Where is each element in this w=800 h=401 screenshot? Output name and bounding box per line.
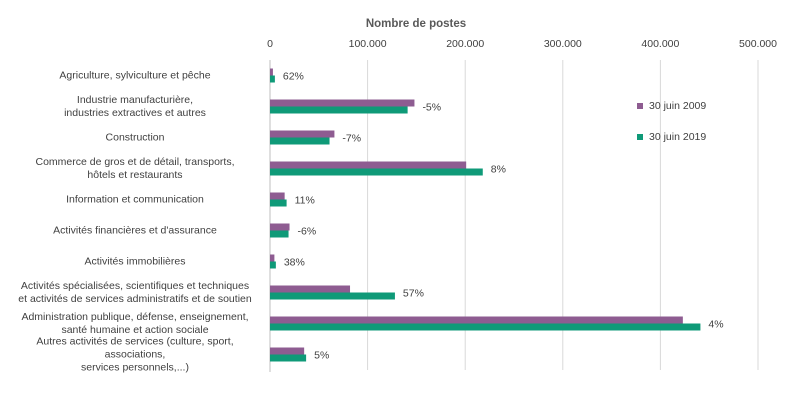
bar-2009 bbox=[270, 223, 290, 231]
bar-2009 bbox=[270, 99, 415, 107]
bar-2009 bbox=[270, 285, 351, 293]
legend-label-2009: 30 juin 2009 bbox=[649, 100, 707, 112]
data-labels: 62% -5% -7% 8% 11% -6% 38% 57% 4% 5% bbox=[283, 71, 724, 362]
bar-2019 bbox=[270, 75, 275, 83]
bar-2009 bbox=[270, 316, 683, 324]
category-label: Commerce de gros et de détail, transport… bbox=[35, 155, 235, 181]
bar-2009 bbox=[270, 161, 467, 169]
bar-2019 bbox=[270, 354, 307, 362]
bar-2009 bbox=[270, 254, 275, 262]
data-label: -6% bbox=[298, 226, 317, 238]
bar-2019 bbox=[270, 106, 408, 114]
legend-swatch-2009 bbox=[637, 103, 643, 110]
data-label: 4% bbox=[708, 319, 723, 331]
data-label: 38% bbox=[284, 257, 305, 269]
bar-2019 bbox=[270, 168, 483, 176]
bar-2009 bbox=[270, 347, 305, 355]
category-label: Industrie manufacturière, industries ext… bbox=[64, 93, 206, 119]
category-label: Information et communication bbox=[66, 193, 204, 205]
data-label: -7% bbox=[342, 133, 361, 145]
data-label: -5% bbox=[422, 102, 441, 114]
category-label: Construction bbox=[105, 131, 165, 143]
category-label: Autres activités de services (culture, s… bbox=[36, 335, 234, 373]
bar-2019 bbox=[270, 230, 289, 238]
bar-2019 bbox=[270, 199, 287, 207]
legend-label-2019: 30 juin 2019 bbox=[649, 131, 707, 143]
chart-title: Nombre de postes bbox=[366, 18, 466, 30]
bar-2009 bbox=[270, 192, 285, 200]
bar-2019 bbox=[270, 137, 330, 145]
category-label: Activités immobilières bbox=[84, 255, 186, 267]
category-label: Activités financières et d'assurance bbox=[53, 224, 217, 236]
x-axis-ticks: 0 100.000 200.000 300.000 400.000 500.000 bbox=[267, 38, 777, 50]
data-label: 5% bbox=[314, 350, 329, 362]
x-tick-label: 300.000 bbox=[544, 38, 582, 50]
data-label: 62% bbox=[283, 71, 304, 83]
bar-2009 bbox=[270, 130, 335, 138]
x-tick-label: 100.000 bbox=[349, 38, 387, 50]
data-label: 8% bbox=[491, 164, 506, 176]
bar-2019 bbox=[270, 261, 276, 269]
bar-2009 bbox=[270, 68, 273, 76]
legend-swatch-2019 bbox=[637, 134, 643, 141]
bar-2019 bbox=[270, 292, 395, 300]
x-tick-label: 0 bbox=[267, 38, 273, 50]
x-tick-label: 200.000 bbox=[446, 38, 484, 50]
legend-item-2019: 30 juin 2019 bbox=[637, 131, 706, 143]
bar-2019 bbox=[270, 323, 701, 331]
bars bbox=[270, 68, 701, 362]
x-tick-label: 400.000 bbox=[641, 38, 679, 50]
category-label: Activités spécialisées, scientifiques et… bbox=[18, 279, 252, 305]
legend-item-2009: 30 juin 2009 bbox=[637, 100, 706, 112]
x-tick-label: 500.000 bbox=[739, 38, 777, 50]
data-label: 11% bbox=[295, 195, 315, 207]
data-label: 57% bbox=[403, 288, 424, 300]
category-label: Agriculture, sylviculture et pêche bbox=[59, 69, 211, 81]
category-label: Administration publique, défense, enseig… bbox=[21, 310, 249, 336]
